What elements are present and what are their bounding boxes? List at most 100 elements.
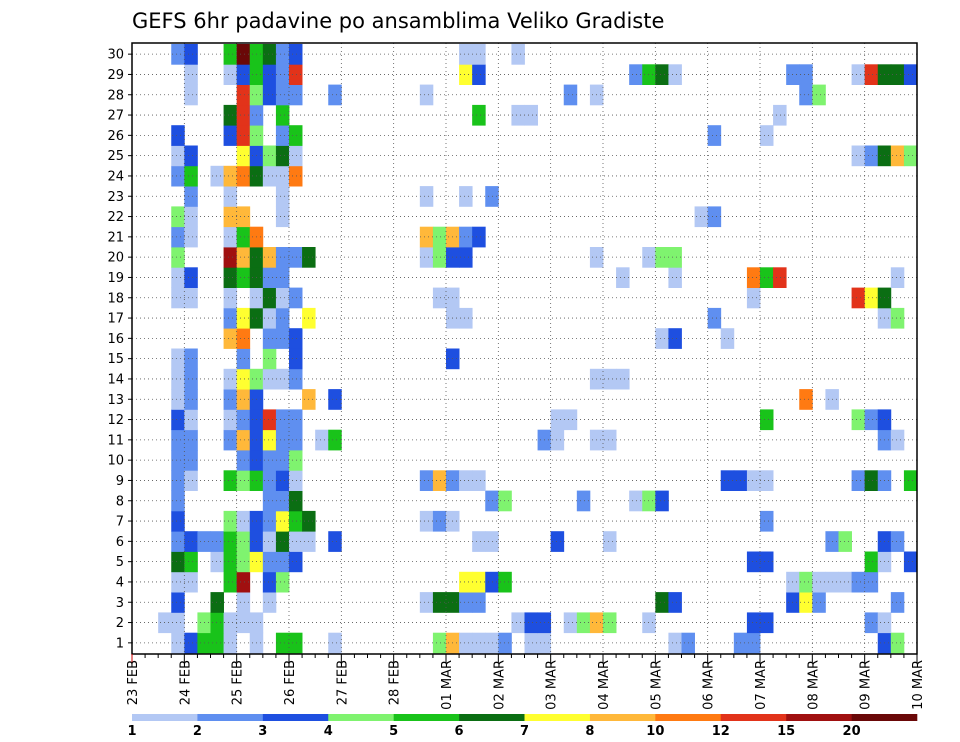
y-tick-label: 29 <box>107 68 124 83</box>
heatmap-cell <box>236 470 251 491</box>
heatmap-cell <box>432 632 447 654</box>
heatmap-cell <box>432 470 447 491</box>
heatmap-cell <box>210 592 224 613</box>
heatmap-cell <box>655 247 669 268</box>
heatmap-cell <box>890 531 905 552</box>
heatmap-cell <box>184 571 198 593</box>
heatmap-cell <box>262 470 277 491</box>
heatmap-cell <box>275 247 290 268</box>
heatmap-cell <box>890 64 905 85</box>
heatmap-cell <box>275 125 290 146</box>
heatmap-cell <box>223 226 238 248</box>
heatmap-cell <box>459 247 473 268</box>
heatmap-cell <box>655 592 669 613</box>
heatmap-cell <box>890 429 905 451</box>
heatmap-cell <box>511 44 525 65</box>
x-tick-label: 05 MAR <box>649 660 664 710</box>
heatmap-cell <box>210 612 224 634</box>
y-tick-label: 23 <box>107 190 124 205</box>
heatmap-cell <box>707 125 722 146</box>
heatmap-cell <box>236 389 251 410</box>
y-tick-label: 14 <box>107 372 124 387</box>
heatmap-cell <box>668 64 682 85</box>
heatmap-cell <box>289 368 303 390</box>
heatmap-cell <box>223 510 238 532</box>
heatmap-cell <box>262 64 277 85</box>
x-tick-label: 23 FEB <box>126 660 141 705</box>
heatmap-cell <box>485 571 499 593</box>
heatmap-cell <box>262 165 277 187</box>
heatmap-cell <box>262 450 277 471</box>
heatmap-cell <box>472 44 486 65</box>
heatmap-cell <box>184 145 198 167</box>
heatmap-cell <box>485 490 499 512</box>
colorbar-swatch <box>851 714 918 721</box>
heatmap-cell <box>498 490 512 512</box>
heatmap-cell <box>223 206 238 228</box>
heatmap-cell <box>262 44 277 65</box>
heatmap-cell <box>746 470 761 491</box>
heatmap-cell <box>903 470 918 491</box>
heatmap-cell <box>289 348 303 370</box>
heatmap-cell <box>485 632 499 654</box>
heatmap-cell <box>262 348 277 370</box>
heatmap-cell <box>603 429 617 451</box>
heatmap-cell <box>419 510 434 532</box>
heatmap-cell <box>890 307 905 329</box>
heatmap-cell <box>275 551 290 573</box>
heatmap-cell <box>262 84 277 106</box>
y-tick-label: 28 <box>107 88 124 103</box>
heatmap-cell <box>472 64 486 85</box>
heatmap-cell <box>419 226 434 248</box>
heatmap-cell <box>171 287 185 309</box>
colorbar-swatch <box>197 714 264 721</box>
heatmap-cell <box>236 84 251 106</box>
heatmap-cell <box>184 64 198 85</box>
heatmap-cell <box>262 287 277 309</box>
heatmap-cell <box>236 247 251 268</box>
heatmap-cell <box>236 307 251 329</box>
heatmap-cell <box>275 328 290 349</box>
heatmap-cell <box>275 368 290 390</box>
heatmap-cell <box>171 409 185 431</box>
heatmap-cell <box>171 429 185 451</box>
heatmap-cell <box>315 429 329 451</box>
heatmap-cell <box>184 409 198 431</box>
heatmap-cell <box>773 267 787 288</box>
heatmap-cell <box>576 612 591 634</box>
heatmap-cell <box>603 612 617 634</box>
heatmap-cell <box>760 125 774 146</box>
heatmap-cell <box>289 64 303 85</box>
heatmap-cell <box>511 104 525 126</box>
heatmap-cell <box>223 287 238 309</box>
heatmap-cell <box>184 186 198 207</box>
heatmap-cell <box>655 328 669 349</box>
heatmap-cell <box>720 470 735 491</box>
heatmap-cell <box>236 104 251 126</box>
heatmap-cell <box>223 267 238 288</box>
y-tick-label: 16 <box>107 332 124 347</box>
heatmap-cell <box>184 348 198 370</box>
heatmap-cell <box>812 592 826 613</box>
heatmap-cell <box>289 328 303 349</box>
heatmap-cell <box>851 64 866 85</box>
heatmap-cell <box>262 490 277 512</box>
heatmap-cell <box>864 409 879 431</box>
x-tick-label: 08 MAR <box>806 660 821 710</box>
heatmap-cell <box>576 490 591 512</box>
y-tick-label: 18 <box>107 291 124 306</box>
heatmap-cell <box>903 551 918 573</box>
x-tick-label: 24 FEB <box>178 660 193 705</box>
heatmap-cell <box>746 551 761 573</box>
heatmap-cell <box>720 328 735 349</box>
colorbar-label: 2 <box>193 724 202 739</box>
y-tick-label: 30 <box>107 48 124 63</box>
heatmap-cell <box>184 267 198 288</box>
heatmap-cell <box>275 44 290 65</box>
heatmap-cell <box>223 64 238 85</box>
heatmap-cell <box>275 287 290 309</box>
heatmap-cell <box>432 247 447 268</box>
y-tick-label: 21 <box>107 230 124 245</box>
heatmap-cell <box>236 612 251 634</box>
